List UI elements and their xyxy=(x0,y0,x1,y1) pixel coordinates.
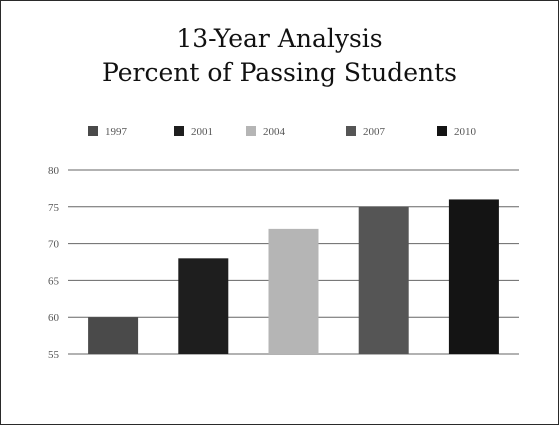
bars xyxy=(88,199,499,354)
bar-2007 xyxy=(358,206,409,354)
legend-label-2010: 2010 xyxy=(454,126,477,138)
legend-label-2007: 2007 xyxy=(363,126,386,138)
legend-swatch-1997 xyxy=(88,126,98,136)
bar-2001 xyxy=(178,258,229,354)
legend-label-2004: 2004 xyxy=(263,126,286,138)
y-tick-label: 70 xyxy=(48,239,60,251)
legend-swatch-2001 xyxy=(174,126,184,136)
bar-2004 xyxy=(268,228,319,354)
legend-label-1997: 1997 xyxy=(105,126,128,138)
legend-label-2001: 2001 xyxy=(191,126,213,138)
legend-swatch-2010 xyxy=(437,126,447,136)
y-tick-label: 80 xyxy=(48,165,60,177)
y-tick-label: 55 xyxy=(48,349,60,361)
y-tick-label: 60 xyxy=(48,312,60,324)
bar-2010 xyxy=(448,199,499,354)
legend-swatch-2004 xyxy=(246,126,256,136)
chart-title-line-2: Percent of Passing Students xyxy=(102,58,457,87)
bar-1997 xyxy=(88,317,139,354)
legend: 1997 2001 2004 2007 2010 xyxy=(88,126,477,138)
chart-title-line-1: 13-Year Analysis xyxy=(176,24,383,53)
y-tick-label: 75 xyxy=(48,202,60,214)
y-tick-label: 65 xyxy=(48,275,60,287)
y-axis-ticks: 55 60 65 70 75 80 xyxy=(48,165,60,361)
legend-swatch-2007 xyxy=(346,126,356,136)
chart-title: 13-Year Analysis Percent of Passing Stud… xyxy=(0,22,559,90)
